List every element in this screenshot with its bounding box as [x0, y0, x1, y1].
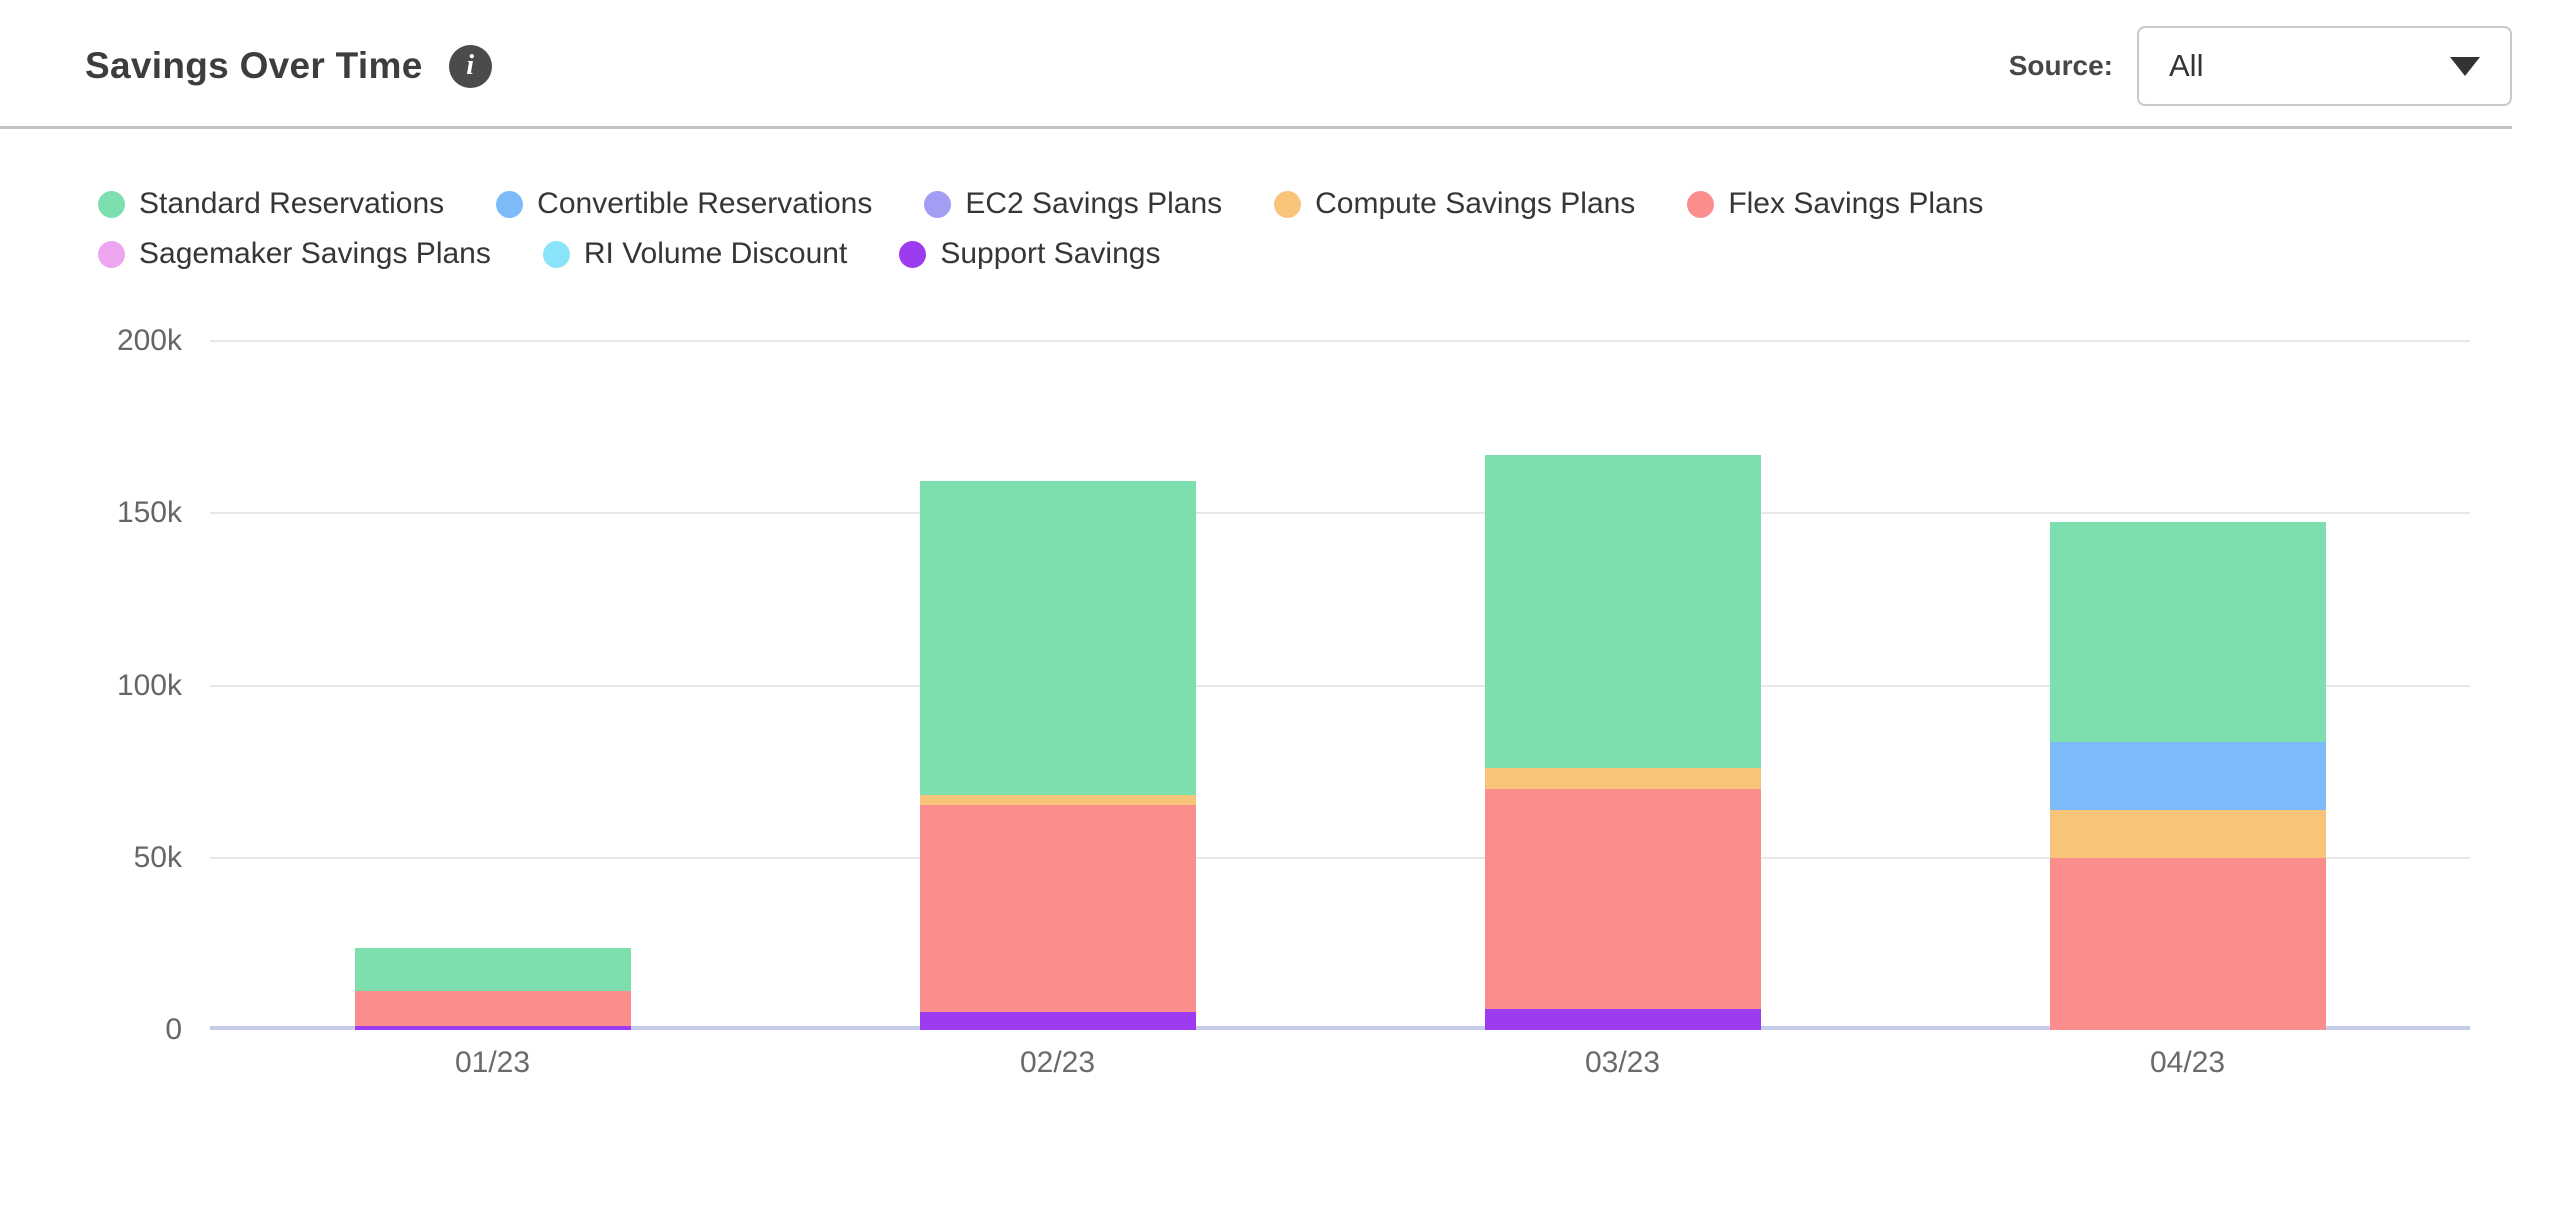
legend-label: Convertible Reservations: [537, 187, 873, 220]
info-icon[interactable]: i: [448, 44, 492, 88]
gridline: [210, 340, 2470, 342]
gridline: [210, 856, 2470, 859]
bar-segment-standard-reservations[interactable]: [1484, 454, 1761, 769]
y-tick-label: 0: [165, 1013, 182, 1046]
legend-dot-sagemaker-savings-plans: [98, 240, 125, 268]
bar-segment-flex-savings-plans[interactable]: [1484, 788, 1761, 1010]
card-header: Savings Over Time i Source: All: [0, 0, 2562, 126]
bar-segment-flex-savings-plans[interactable]: [2049, 857, 2326, 1030]
bar-segment-standard-reservations[interactable]: [919, 481, 1196, 795]
legend-label: EC2 Savings Plans: [965, 187, 1223, 220]
bar-segment-support-savings[interactable]: [354, 1025, 631, 1030]
bar-slot-03-23: [1340, 341, 1905, 1030]
bar-segment-support-savings[interactable]: [919, 1011, 1196, 1030]
bar-slot-01-23: [210, 341, 775, 1030]
source-filter: Source: All: [2009, 26, 2512, 106]
header-divider: [0, 126, 2512, 129]
bars-layer: [210, 341, 2470, 1030]
chart-legend: Standard Reservations Convertible Reserva…: [98, 187, 2148, 271]
bar-segment-compute-savings-plans[interactable]: [1484, 768, 1761, 789]
legend-dot-convertible-reservations: [496, 190, 524, 218]
x-tick-label: 03/23: [1584, 1046, 1661, 1079]
legend-dot-support-savings: [899, 240, 927, 268]
x-tick-label: 01/23: [454, 1046, 531, 1079]
bar-segment-standard-reservations[interactable]: [354, 948, 631, 992]
legend-dot-flex-savings-plans: [1687, 190, 1715, 218]
bar-segment-flex-savings-plans[interactable]: [354, 991, 631, 1026]
x-tick-label: 04/23: [2149, 1046, 2226, 1079]
legend-label: Standard Reservations: [139, 187, 445, 220]
legend-dot-compute-savings-plans: [1274, 190, 1302, 218]
legend-dot-standard-reservations: [98, 190, 125, 218]
bar-segment-convertible-reservations[interactable]: [2049, 742, 2326, 810]
source-dropdown[interactable]: All: [2137, 26, 2512, 106]
gridline: [210, 684, 2470, 687]
legend-item-convertible-reservations[interactable]: Convertible Reservations: [496, 187, 872, 221]
x-tick-label: 02/23: [1019, 1046, 1096, 1079]
source-label: Source:: [2008, 50, 2113, 81]
y-tick-label: 200k: [116, 324, 182, 357]
bar-segment-compute-savings-plans[interactable]: [919, 794, 1196, 806]
legend-item-ec2-savings-plans[interactable]: EC2 Savings Plans: [924, 187, 1222, 221]
bar-segment-compute-savings-plans[interactable]: [2049, 809, 2326, 858]
bar-segment-standard-reservations[interactable]: [2049, 521, 2326, 743]
legend-dot-ec2-savings-plans: [924, 190, 952, 218]
gridline: [210, 512, 2470, 515]
stacked-bar-01-23: [354, 948, 631, 1030]
y-tick-label: 100k: [116, 668, 182, 702]
legend-item-flex-savings-plans[interactable]: Flex Savings Plans: [1687, 187, 1983, 221]
chevron-down-icon: [2450, 56, 2480, 76]
x-axis-line: [210, 1026, 2470, 1030]
legend-dot-ri-volume-discount: [542, 240, 570, 268]
legend-item-sagemaker-savings-plans[interactable]: Sagemaker Savings Plans: [98, 237, 491, 271]
legend-item-standard-reservations[interactable]: Standard Reservations: [98, 187, 444, 221]
legend-item-ri-volume-discount[interactable]: RI Volume Discount: [542, 237, 848, 271]
plot-area: 0 50k 100k 150k 200k: [117, 324, 2470, 1046]
y-tick-label: 50k: [133, 840, 182, 874]
bar-slot-04-23: [1905, 341, 2470, 1030]
legend-label: Support Savings: [940, 237, 1161, 270]
stacked-bar-03-23: [1484, 454, 1761, 1030]
legend-label: Compute Savings Plans: [1315, 187, 1636, 220]
legend-label: RI Volume Discount: [583, 237, 848, 270]
title-wrap: Savings Over Time i: [85, 44, 492, 88]
stacked-bar-04-23: [2049, 521, 2326, 1030]
bar-segment-flex-savings-plans[interactable]: [919, 805, 1196, 1012]
legend-label: Sagemaker Savings Plans: [139, 237, 491, 270]
x-axis-labels: 01/23 02/23 03/23 04/23: [210, 1046, 2470, 1080]
bar-slot-02-23: [775, 341, 1340, 1030]
legend-label: Flex Savings Plans: [1728, 187, 1984, 220]
stacked-bar-02-23: [919, 481, 1196, 1030]
source-dropdown-value: All: [2169, 48, 2204, 83]
legend-item-support-savings[interactable]: Support Savings: [899, 237, 1160, 271]
legend-item-compute-savings-plans[interactable]: Compute Savings Plans: [1274, 187, 1635, 221]
bar-segment-support-savings[interactable]: [1484, 1009, 1761, 1030]
page-title: Savings Over Time: [85, 45, 423, 86]
y-tick-label: 150k: [116, 496, 182, 530]
